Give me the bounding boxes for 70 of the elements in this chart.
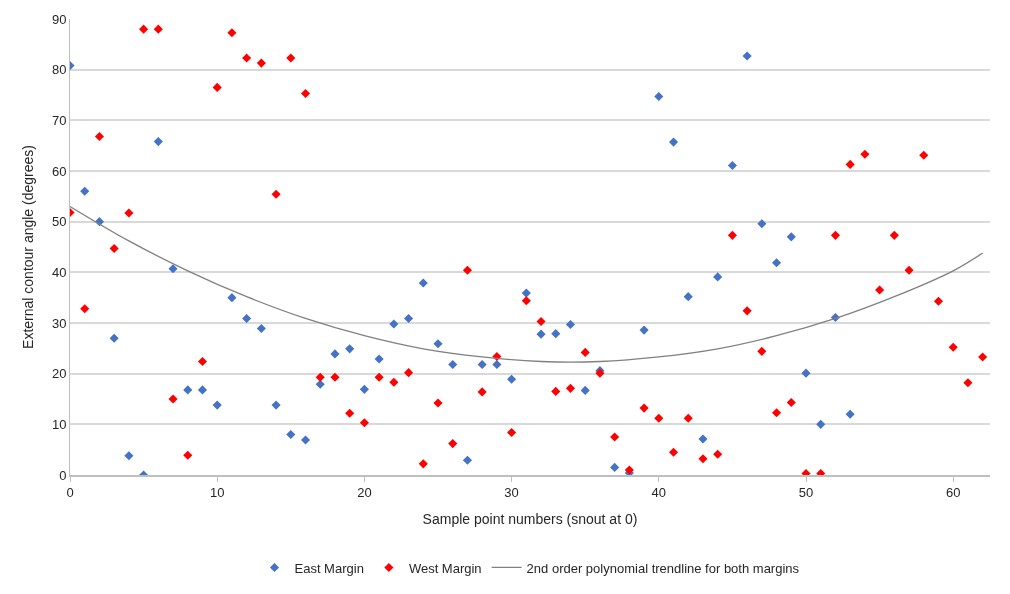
x-axis-title: Sample point numbers (snout at 0)	[422, 511, 638, 528]
point	[713, 272, 723, 282]
point	[698, 434, 708, 444]
point	[197, 385, 208, 395]
point	[521, 288, 531, 298]
point	[80, 186, 90, 196]
x-tick-label: 20	[357, 485, 372, 501]
point	[227, 293, 237, 303]
point	[462, 455, 472, 465]
y-tick-label: 60	[51, 163, 67, 179]
y-tick-label: 80	[51, 62, 67, 78]
x-tick-label: 60	[945, 485, 961, 501]
x-tick-label: 10	[209, 485, 225, 501]
point	[374, 354, 384, 364]
point	[286, 429, 296, 440]
point	[168, 264, 178, 274]
point	[300, 435, 311, 445]
legend-label: 2nd order polynomial trendline for both margins	[526, 560, 800, 576]
point	[477, 360, 487, 370]
point	[448, 360, 458, 370]
point	[580, 385, 590, 395]
point	[845, 409, 855, 419]
x-tick-label: 30	[504, 485, 519, 501]
point	[565, 319, 576, 330]
point	[418, 278, 428, 288]
y-tick-label: 10	[51, 416, 67, 432]
point	[727, 160, 737, 170]
point	[683, 292, 693, 302]
point	[786, 232, 796, 242]
y-tick-label: 90	[51, 11, 67, 27]
point	[359, 384, 369, 394]
point	[801, 368, 811, 378]
point	[153, 137, 163, 147]
legend-label: East Margin	[294, 560, 364, 576]
y-tick-label: 40	[51, 264, 67, 280]
y-tick-label: 0	[59, 467, 67, 483]
point	[242, 313, 252, 323]
point	[433, 339, 443, 349]
point	[183, 385, 193, 395]
point	[668, 137, 679, 147]
y-tick-label: 50	[51, 214, 67, 230]
point	[315, 379, 325, 389]
point	[256, 324, 266, 334]
y-tick-label: 30	[51, 315, 67, 331]
point	[551, 329, 561, 339]
x-tick-label: 50	[798, 485, 814, 501]
point	[610, 462, 620, 472]
point	[757, 219, 767, 229]
point	[742, 51, 752, 61]
point	[330, 349, 340, 359]
point	[271, 400, 281, 410]
y-axis-title: External contour angle (degrees)	[19, 145, 36, 349]
point	[772, 258, 782, 268]
point	[404, 313, 414, 323]
point	[654, 91, 664, 102]
point	[212, 400, 222, 410]
point	[536, 329, 546, 339]
point	[492, 360, 502, 370]
point	[389, 319, 399, 329]
x-tick-label: 40	[651, 485, 667, 501]
point	[124, 451, 134, 461]
line-series	[70, 205, 984, 363]
point	[639, 325, 649, 335]
y-tick-label: 20	[51, 366, 67, 382]
y-tick-label: 70	[51, 112, 67, 128]
point	[109, 333, 119, 343]
point	[507, 374, 517, 384]
point	[345, 344, 355, 354]
legend-label: West Margin	[408, 560, 482, 576]
point	[816, 419, 826, 429]
